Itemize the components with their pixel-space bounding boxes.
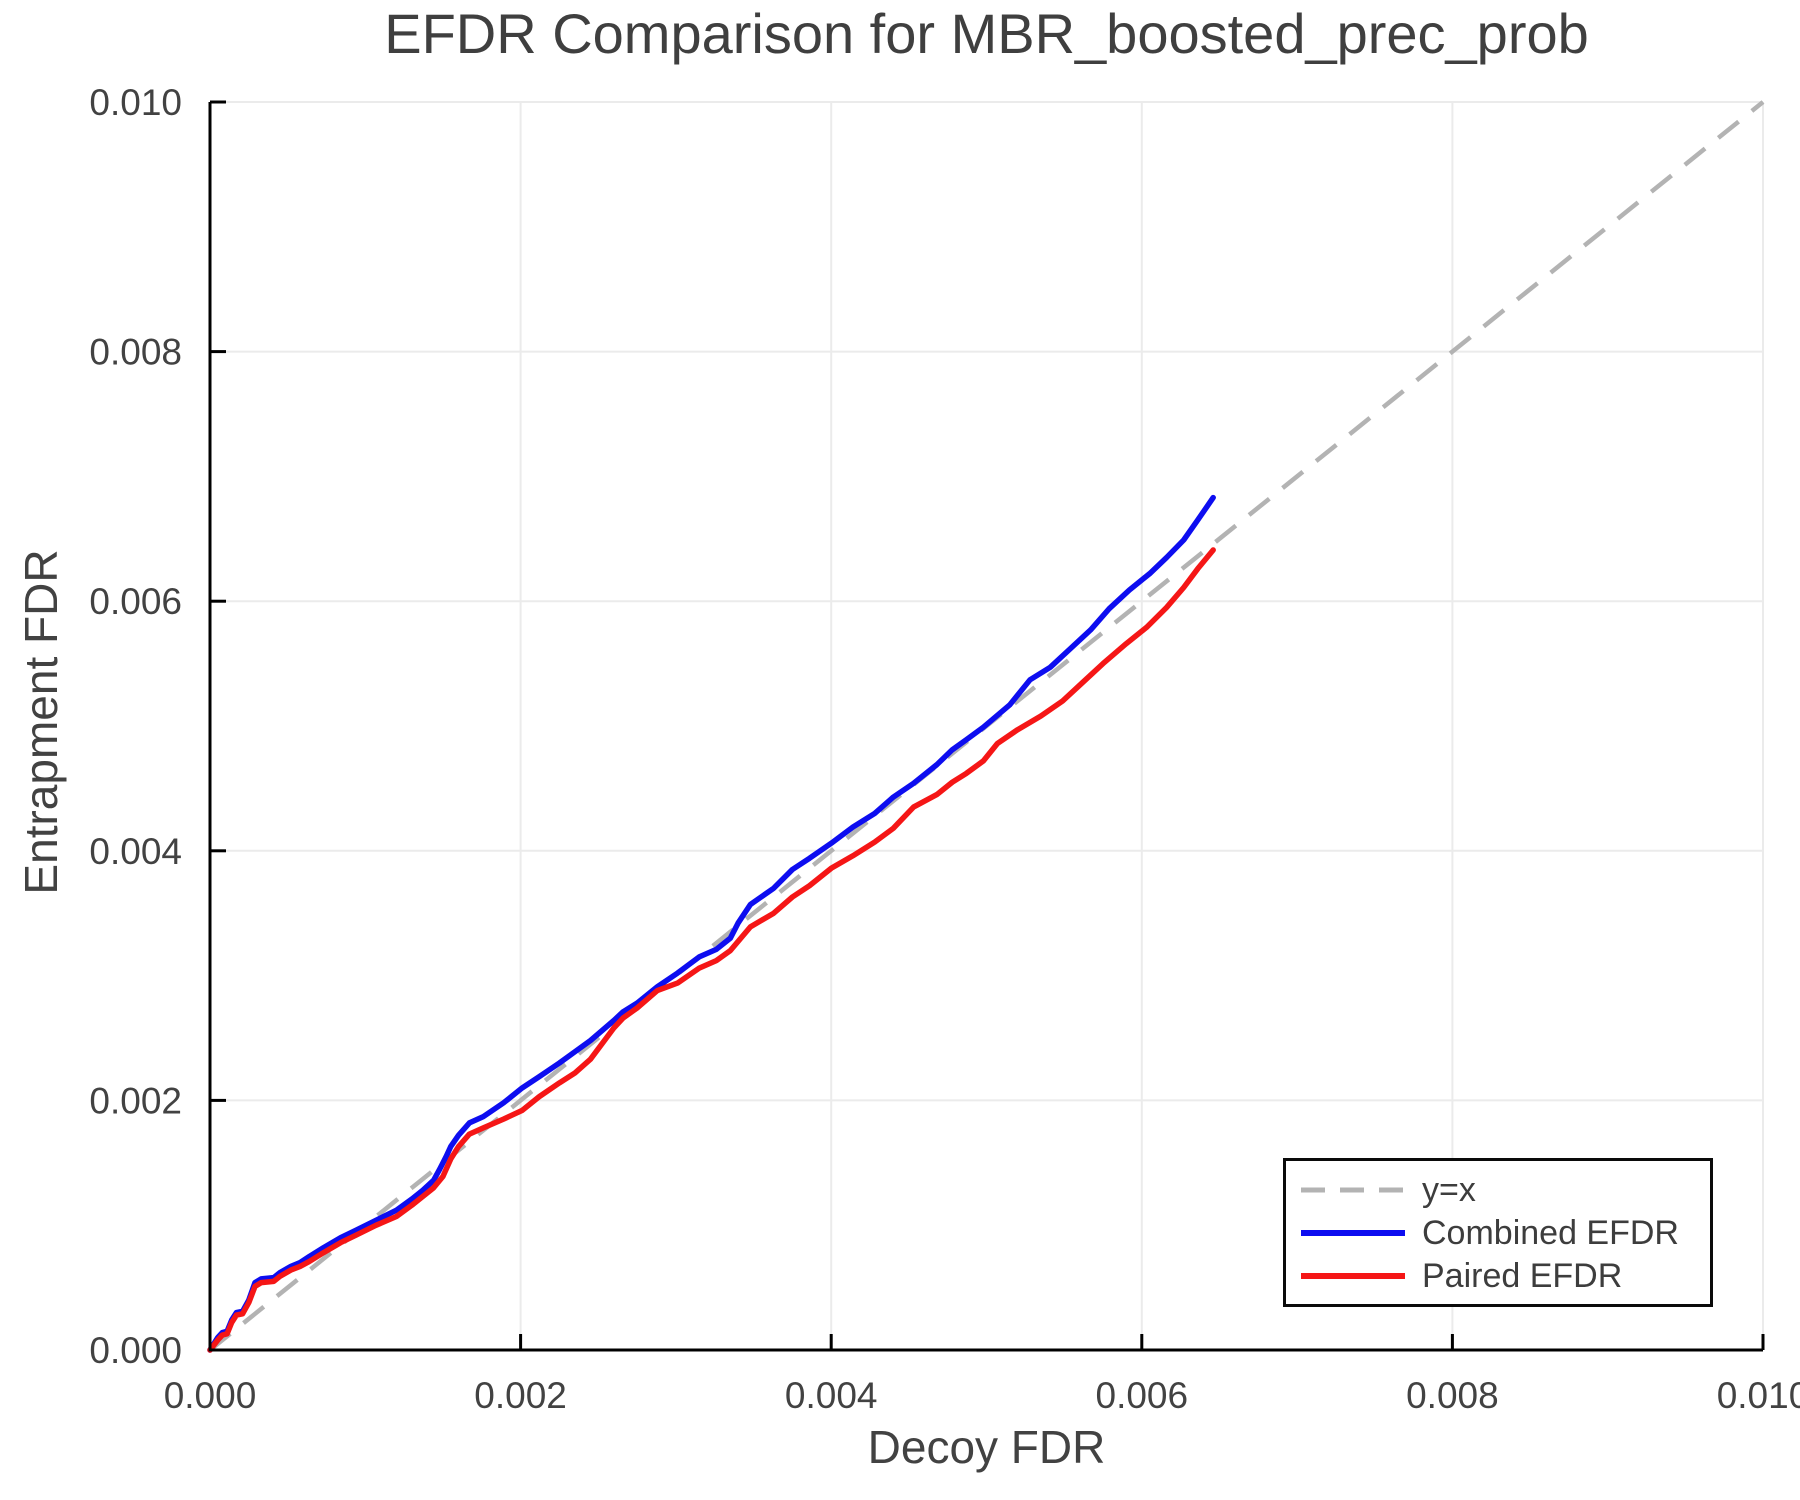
- x-tick-label: 0.000: [164, 1375, 257, 1416]
- legend-item-yx: y=x: [1301, 1171, 1710, 1209]
- red-line-sample: [1301, 1272, 1405, 1279]
- legend-label-yx: y=x: [1422, 1170, 1476, 1209]
- series-line-1: [207, 547, 1216, 1353]
- y-tick-label: 0.004: [89, 831, 182, 872]
- x-tick-label: 0.002: [474, 1375, 567, 1416]
- x-tick-label: 0.010: [1717, 1375, 1800, 1416]
- y-axis-label: Entrapment FDR: [15, 549, 67, 895]
- legend-label-combined-efdr: Combined EFDR: [1422, 1213, 1679, 1252]
- y-tick-label: 0.000: [89, 1330, 182, 1371]
- y-tick-label: 0.006: [89, 581, 182, 622]
- y-tick-label: 0.002: [89, 1080, 182, 1121]
- series-line-0: [207, 494, 1216, 1353]
- y-tick-label: 0.010: [89, 82, 182, 123]
- x-tick-label: 0.006: [1096, 1375, 1189, 1416]
- legend-label-paired-efdr: Paired EFDR: [1422, 1256, 1623, 1295]
- dashed-line-sample: [1301, 1187, 1405, 1192]
- chart-title: EFDR Comparison for MBR_boosted_prec_pro…: [384, 2, 1589, 65]
- x-tick-label: 0.004: [785, 1375, 878, 1416]
- legend-item-paired-efdr: Paired EFDR: [1301, 1257, 1710, 1295]
- legend: y=x Combined EFDR Paired EFDR: [1283, 1158, 1713, 1307]
- x-tick-label: 0.008: [1406, 1375, 1499, 1416]
- legend-item-combined-efdr: Combined EFDR: [1301, 1214, 1710, 1252]
- x-axis-label: Decoy FDR: [867, 1421, 1106, 1473]
- blue-line-sample: [1301, 1229, 1405, 1236]
- y-tick-label: 0.008: [89, 332, 182, 373]
